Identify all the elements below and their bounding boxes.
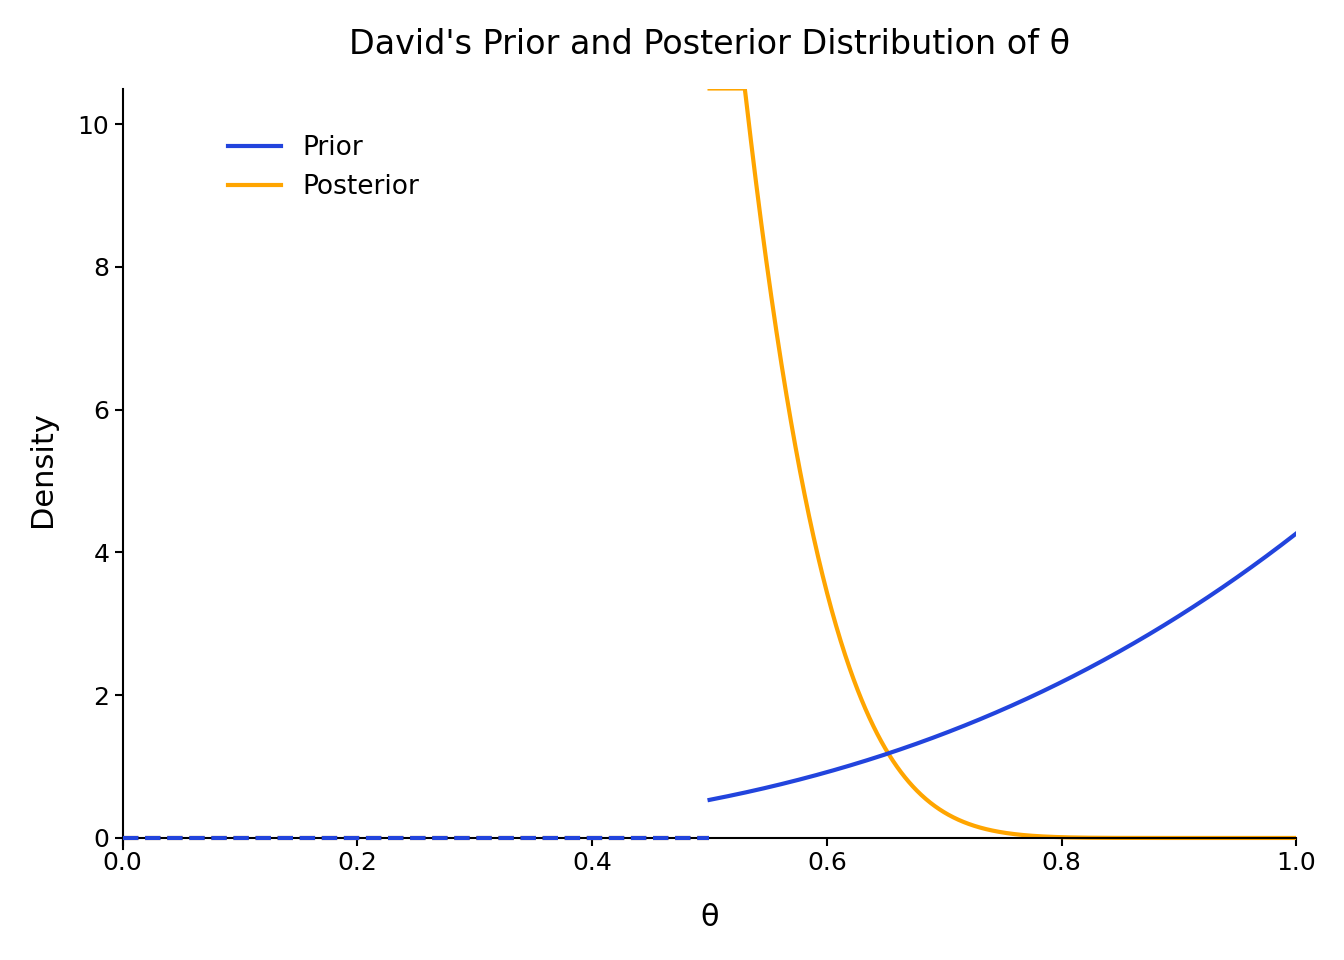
Prior [702, 794, 718, 805]
Posterior [835, 640, 851, 652]
Posterior [707, 83, 723, 94]
Posterior [923, 798, 939, 809]
Prior [801, 771, 817, 782]
Prior [710, 792, 726, 804]
Posterior [801, 513, 817, 524]
Line: Prior: Prior [710, 534, 1297, 800]
Prior [923, 732, 939, 744]
Y-axis label: Density: Density [28, 411, 56, 526]
Prior [707, 793, 723, 804]
Posterior [710, 83, 726, 94]
Legend: Prior, Posterior: Prior, Posterior [218, 125, 430, 211]
Prior [818, 766, 835, 778]
Line: Posterior: Posterior [710, 88, 1297, 838]
Title: David's Prior and Posterior Distribution of θ: David's Prior and Posterior Distribution… [349, 28, 1070, 60]
Posterior [702, 83, 718, 94]
Posterior [1289, 832, 1305, 844]
Prior [1289, 528, 1305, 540]
X-axis label: θ: θ [700, 903, 719, 932]
Prior [835, 762, 851, 774]
Posterior [818, 588, 835, 599]
